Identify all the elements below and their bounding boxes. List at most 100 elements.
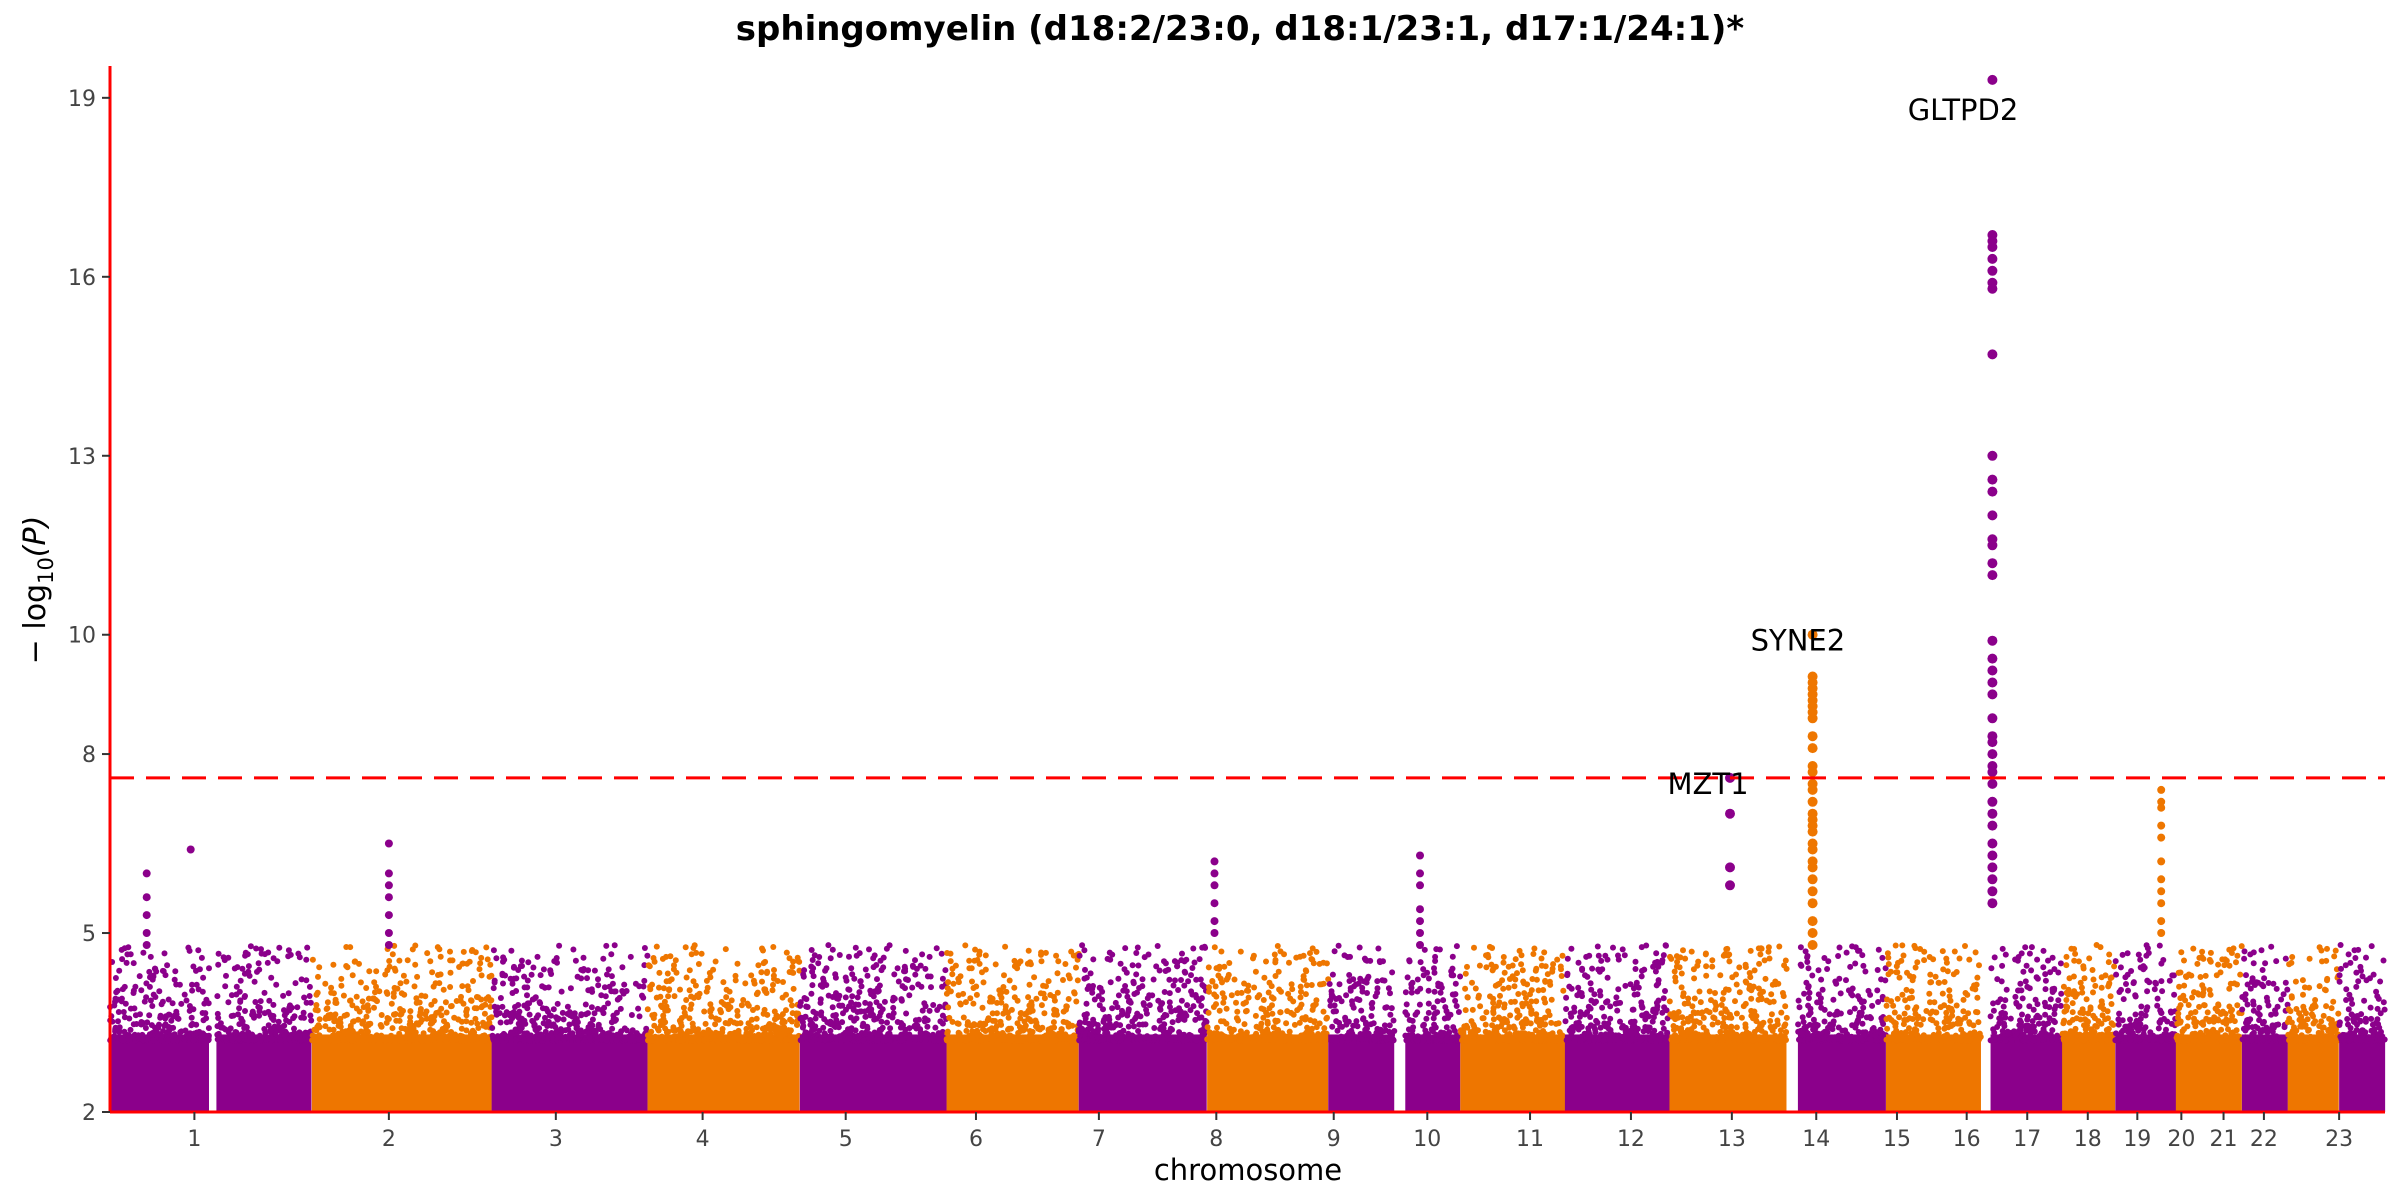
snp-point	[350, 1034, 357, 1041]
snp-point	[748, 1016, 755, 1023]
snp-point	[1234, 1008, 1241, 1015]
snp-point	[265, 1022, 272, 1029]
snp-point	[436, 946, 443, 953]
snp-point	[1375, 945, 1382, 952]
snp-point	[125, 944, 132, 951]
snp-point	[1420, 1022, 1427, 1029]
snp-point	[601, 984, 608, 991]
snp-point	[605, 1000, 611, 1007]
snp-point	[1675, 1035, 1682, 1042]
snp-point	[1333, 1008, 1339, 1015]
snp-point	[266, 997, 273, 1004]
snp-point	[130, 1021, 137, 1028]
snp-point	[374, 998, 380, 1005]
snp-point	[200, 974, 207, 981]
snp-point	[1189, 965, 1196, 971]
snp-point	[281, 1032, 288, 1039]
snp-point	[1432, 953, 1439, 960]
snp-point	[139, 1031, 146, 1038]
snp-point	[1131, 991, 1138, 997]
snp-point	[1141, 1035, 1148, 1042]
snp-point	[1443, 1008, 1450, 1015]
snp-point	[1501, 969, 1508, 976]
snp-point	[1448, 968, 1455, 975]
snp-point	[1491, 1027, 1498, 1034]
snp-point	[1270, 1024, 1277, 1031]
snp-point	[827, 955, 834, 962]
snp-point	[488, 972, 495, 979]
snp-point	[1041, 1010, 1048, 1017]
snp-point	[394, 985, 401, 992]
snp-point	[332, 999, 339, 1006]
snp-point	[427, 958, 434, 965]
snp-point	[845, 986, 852, 993]
snp-point	[1406, 957, 1413, 964]
snp-point	[1405, 1026, 1412, 1033]
snp-point	[1416, 1001, 1423, 1008]
snp-point	[296, 954, 303, 961]
snp-point	[1489, 945, 1496, 951]
snp-point	[1750, 1037, 1756, 1044]
snp-point	[950, 980, 957, 987]
snp-point	[468, 1036, 475, 1043]
snp-point	[880, 954, 887, 961]
snp-point	[478, 954, 485, 961]
snp-point	[1723, 1008, 1730, 1015]
snp-point	[340, 1031, 347, 1038]
snp-point	[498, 1036, 505, 1043]
snp-point	[1193, 976, 1200, 983]
snp-point	[1206, 988, 1212, 995]
snp-point	[413, 999, 420, 1006]
snp-point	[146, 1012, 153, 1019]
snp-point	[1035, 1034, 1042, 1041]
snp-point	[170, 1032, 177, 1039]
snp-point	[1670, 1023, 1677, 1029]
snp-point	[648, 1028, 655, 1035]
snp-point	[1753, 1018, 1760, 1025]
snp-point	[1563, 1036, 1570, 1043]
snp-point	[578, 1011, 585, 1018]
snp-point	[1385, 985, 1392, 992]
snp-point	[1150, 976, 1157, 983]
snp-point	[535, 1012, 542, 1019]
snp-point	[481, 1010, 488, 1017]
snp-point	[508, 1031, 515, 1038]
snp-point	[864, 972, 871, 979]
snp-point	[796, 967, 803, 974]
snp-point	[1381, 977, 1388, 984]
snp-point	[686, 987, 693, 994]
snp-point	[315, 1022, 322, 1029]
snp-point	[924, 1017, 931, 1024]
snp-point	[1359, 984, 1366, 991]
snp-point	[636, 1013, 643, 1020]
snp-point	[973, 1037, 980, 1043]
snp-point	[710, 966, 717, 973]
snp-point	[1221, 994, 1228, 1001]
snp-point	[225, 1029, 232, 1036]
snp-point	[753, 991, 760, 998]
snp-point	[1660, 1025, 1667, 1032]
snp-point	[178, 1000, 185, 1007]
snp-point	[1483, 1036, 1489, 1043]
snp-point	[1783, 1037, 1789, 1043]
snp-point	[825, 1019, 831, 1026]
snp-point	[1333, 1018, 1340, 1025]
snp-point	[475, 994, 482, 1001]
snp-point	[1728, 1014, 1735, 1021]
snp-point	[761, 986, 768, 993]
snp-point	[921, 1000, 928, 1007]
snp-point	[422, 993, 429, 1000]
snp-point	[1602, 952, 1609, 959]
snp-point	[618, 1028, 625, 1035]
snp-point	[1770, 998, 1777, 1005]
snp-point	[1709, 1021, 1716, 1028]
snp-point	[407, 1008, 414, 1015]
dense-points-band	[647, 1034, 800, 1112]
snp-point	[396, 957, 403, 964]
snp-point	[1364, 975, 1371, 982]
snp-point	[550, 1006, 557, 1013]
snp-point	[1538, 955, 1545, 962]
snp-point	[769, 987, 776, 994]
snp-point	[1739, 1031, 1746, 1038]
snp-point	[530, 964, 537, 971]
